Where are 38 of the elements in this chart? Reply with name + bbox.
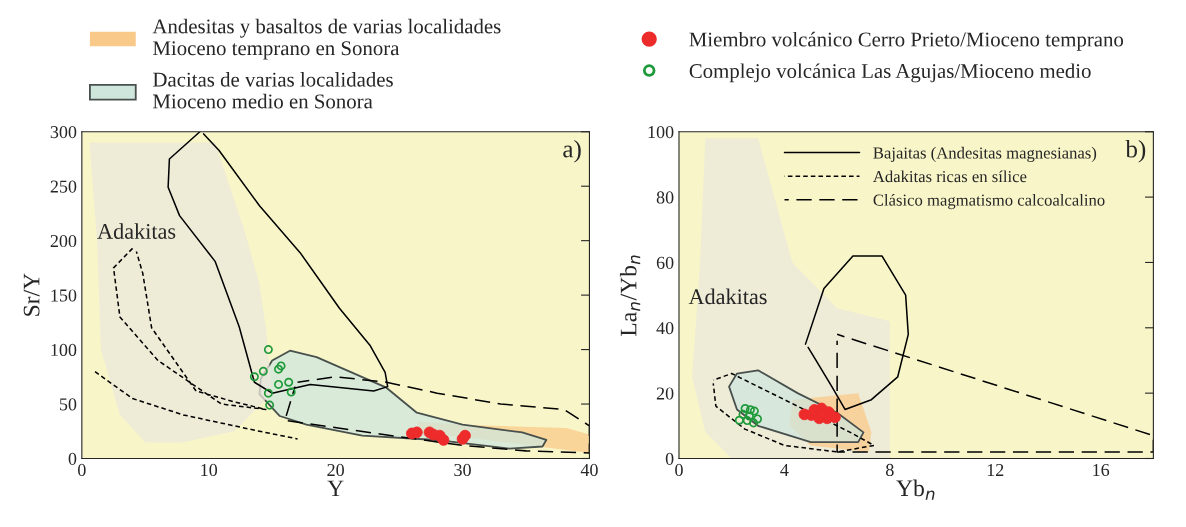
y-axis-title: La$_{n}$/Yb$_{n}$ [619,255,641,336]
y-axis-title: Sr/Y [23,273,40,316]
annotation: b) [1125,139,1146,163]
x-tick-label: 8 [886,463,894,477]
y-tick-label: 0 [68,452,77,465]
annotation: Adakitas [688,288,767,305]
legend-label: Andesitas y basaltos de varias localidades Mioceno temprano en Sonora [152,18,501,60]
x-axis-title: Y [327,480,344,497]
x-tick-label: 4 [780,463,789,476]
x-tick-label: 0 [675,463,683,477]
annotation: a) [563,139,581,163]
y-tick-label: 20 [656,387,674,400]
y-tick-label: 200 [50,234,77,248]
y-tick-label: 300 [50,126,77,139]
legend-label: Dacitas de varias localidades Mioceno medio en Sonora [153,71,393,109]
legend-label: Adakitas ricas en sílice [873,170,1027,183]
x-axis-title: Yb$_{n}$ [896,479,935,500]
legend-label: Complejo volcánica Las Agujas/Mioceno medio [689,63,1091,83]
x-tick-label: 0 [78,463,86,477]
legend-label: Bajaitas (Andesitas magnesianas) [873,146,1097,163]
y-tick-label: 60 [656,256,674,269]
y-tick-label: 100 [648,126,674,139]
x-tick-label: 16 [1093,463,1110,477]
x-tick-label: 20 [327,463,344,477]
y-tick-label: 150 [51,289,77,302]
y-tick-label: 50 [59,398,77,411]
y-tick-label: 40 [656,322,674,335]
y-tick-label: 250 [50,180,77,193]
x-tick-label: 40 [580,463,598,477]
x-tick-label: 12 [987,463,1004,476]
legend-label: Miembro volcánico Cerro Prieto/Mioceno temprano [689,31,1124,51]
annotation: Adakitas [97,223,176,239]
y-tick-label: 0 [665,452,674,465]
x-tick-label: 30 [454,463,471,477]
y-tick-label: 100 [51,343,77,357]
y-tick-label: 80 [656,191,674,204]
legend-label: Clásico magmatismo calcoalcalino [873,193,1105,210]
x-tick-label: 10 [201,463,218,477]
